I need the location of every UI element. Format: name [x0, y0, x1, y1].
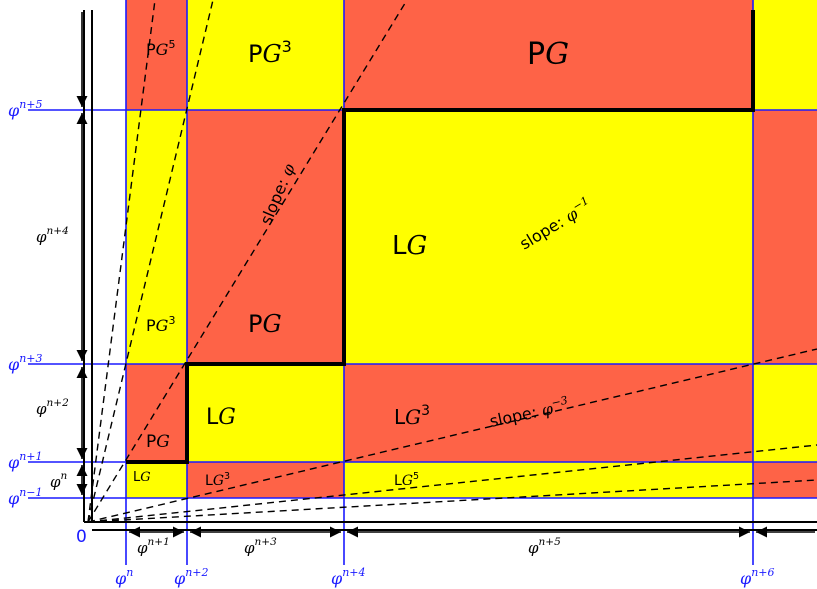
region-label: LG [206, 405, 236, 430]
region-yellow [187, 0, 344, 110]
width-dimension-labels: φn+1 φn+3 φn+5 [137, 536, 561, 557]
region-yellow [126, 462, 187, 498]
region-label: PG [146, 432, 170, 452]
region-red [753, 462, 817, 498]
region-label: PG5 [146, 38, 175, 59]
region-label: LG5 [394, 471, 419, 489]
slope-ray [87, 348, 817, 523]
origin-label: 0 [76, 527, 87, 547]
slope-ray [87, 0, 214, 523]
color-regions [126, 0, 817, 498]
width-dim-label: φn+3 [244, 536, 277, 557]
staircase-path [126, 10, 755, 464]
height-dim-label: φn [50, 470, 68, 491]
slope-ray [87, 0, 408, 523]
region-red [187, 110, 344, 364]
y-axis-label: φn+5 [8, 98, 43, 120]
y-axis-labels: φn−1 φn+1 φn+3 φn+5 [8, 98, 43, 508]
region-label: LG3 [205, 471, 230, 489]
height-dim-label: φn+4 [36, 225, 69, 246]
region-red [126, 364, 187, 462]
slope-ray [87, 479, 817, 523]
x-axis-label: φn+2 [174, 566, 209, 588]
region-red [126, 0, 187, 110]
x-axis-label: φn [115, 566, 133, 588]
region-red [344, 0, 753, 110]
region-label: PG3 [146, 314, 175, 335]
region-labels: PG5 PG3 PG PG3 PG LG PG LG LG3 LG LG3 [133, 37, 569, 489]
width-dim-label: φn+5 [528, 536, 561, 557]
y-axis-label: φn−1 [8, 486, 43, 508]
slope-ray [87, 444, 817, 523]
region-label: PG3 [248, 37, 292, 68]
region-yellow [753, 0, 817, 110]
region-label: LG [392, 231, 427, 261]
region-yellow [187, 364, 344, 462]
height-dim-label: φn+2 [36, 397, 69, 418]
slope-rays [87, 0, 817, 523]
x-axis-label: φn+4 [331, 566, 366, 588]
region-label: LG [133, 470, 151, 485]
region-label: LG3 [394, 403, 430, 429]
region-label: PG [527, 37, 569, 72]
y-axis-label: φn+3 [8, 352, 43, 374]
region-yellow [344, 462, 753, 498]
slope-ray [87, 0, 156, 523]
x-axis-labels: φn φn+2 φn+4 φn+6 [115, 566, 775, 588]
width-dim-label: φn+1 [137, 536, 170, 557]
x-axis-label: φn+6 [740, 566, 775, 588]
region-label: PG [248, 310, 282, 338]
y-axis-label: φn+1 [8, 450, 43, 472]
region-yellow [753, 364, 817, 462]
height-dimension-labels: φn φn+2 φn+4 [36, 225, 69, 491]
region-yellow [344, 110, 753, 364]
region-red [753, 110, 817, 364]
